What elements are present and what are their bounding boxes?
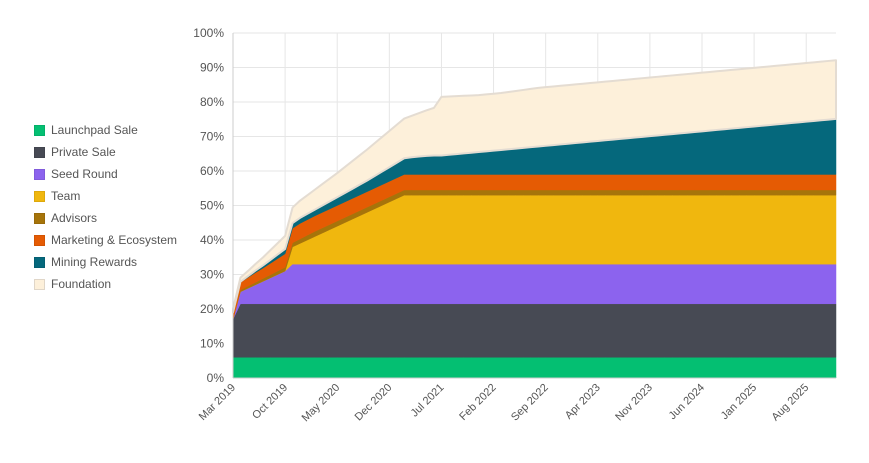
x-tick-label: Aug 2025 <box>770 382 812 424</box>
y-tick-label: 30% <box>200 268 224 282</box>
x-tick-label: Jan 2025 <box>719 382 759 422</box>
legend-label: Private Sale <box>51 145 116 159</box>
legend-swatch <box>34 124 45 136</box>
y-tick-label: 50% <box>200 199 224 213</box>
legend-item[interactable]: Foundation <box>34 273 177 295</box>
legend-swatch <box>34 146 45 158</box>
legend-label: Seed Round <box>51 167 118 181</box>
y-tick-label: 60% <box>200 164 224 178</box>
x-tick-label: Jun 2024 <box>667 382 707 422</box>
x-tick-label: Feb 2022 <box>457 382 498 423</box>
legend-swatch <box>34 190 45 202</box>
x-tick-label: Oct 2019 <box>250 382 290 422</box>
x-tick-label: Apr 2023 <box>563 382 603 422</box>
legend-item[interactable]: Seed Round <box>34 163 177 185</box>
x-tick-label: Sep 2022 <box>509 382 551 424</box>
legend-label: Foundation <box>51 277 112 291</box>
legend-label: Advisors <box>51 211 98 225</box>
y-tick-label: 80% <box>200 95 224 109</box>
legend-swatch <box>34 256 45 268</box>
legend-label: Mining Rewards <box>51 255 138 269</box>
legend-item[interactable]: Private Sale <box>34 141 177 163</box>
x-tick-label: May 2020 <box>300 382 343 425</box>
legend-item[interactable]: Team <box>34 185 177 207</box>
legend: Launchpad Sale Private Sale Seed Round Team… <box>34 119 177 295</box>
series-area-foundation <box>232 59 837 314</box>
x-tick-label: Mar 2019 <box>197 382 238 423</box>
legend-item[interactable]: Mining Rewards <box>34 251 177 273</box>
y-tick-label: 20% <box>200 302 224 316</box>
y-tick-label: 90% <box>200 61 224 75</box>
y-tick-label: 40% <box>200 233 224 247</box>
legend-swatch <box>34 168 45 180</box>
legend-label: Marketing & Ecosystem <box>51 233 178 247</box>
legend-swatch <box>34 278 45 290</box>
y-tick-label: 10% <box>200 337 224 351</box>
x-tick-label: Dec 2020 <box>353 382 395 424</box>
x-tick-label: Nov 2023 <box>613 382 655 424</box>
x-tick-label: Jul 2021 <box>409 382 447 420</box>
legend-label: Launchpad Sale <box>51 123 138 137</box>
series-area-private-sale <box>232 303 837 358</box>
legend-swatch <box>34 234 45 246</box>
y-tick-label: 0% <box>207 371 225 385</box>
areas <box>232 59 837 379</box>
legend-item[interactable]: Advisors <box>34 207 177 229</box>
series-area-launchpad-sale <box>232 357 837 379</box>
legend-item[interactable]: Launchpad Sale <box>34 119 177 141</box>
y-tick-label: 70% <box>200 130 224 144</box>
legend-label: Team <box>51 189 81 203</box>
legend-swatch <box>34 212 45 224</box>
legend-item[interactable]: Marketing & Ecosystem <box>34 229 177 251</box>
y-tick-label: 100% <box>193 26 224 40</box>
